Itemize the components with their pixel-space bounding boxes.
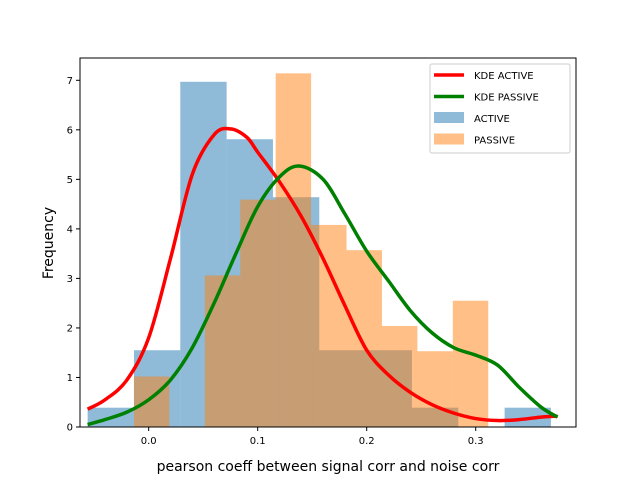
y-tick-label: 1 — [67, 373, 73, 384]
y-tick-label: 0 — [67, 423, 73, 434]
passive-bar — [204, 275, 241, 427]
passive-bar — [381, 325, 418, 427]
kde-active-line — [86, 126, 558, 423]
legend-swatch-active — [434, 112, 464, 123]
x-tick-label: 0.3 — [468, 436, 484, 447]
kde-lines — [86, 126, 559, 427]
legend-label-passive: PASSIVE — [474, 136, 515, 147]
passive-bar — [346, 250, 382, 427]
passive-bar — [417, 351, 453, 427]
passive-bar — [240, 199, 276, 427]
passive-bar — [133, 376, 170, 427]
y-tick-label: 7 — [67, 76, 73, 87]
y-tick-label: 5 — [67, 175, 73, 186]
y-tick-label: 3 — [67, 274, 73, 285]
legend-label-kde-passive: KDE PASSIVE — [474, 93, 539, 104]
passive-bar — [275, 73, 312, 427]
y-axis-label: Frequency — [41, 207, 57, 279]
kde-passive-line — [87, 164, 559, 427]
x-axis-label: pearson coeff between signal corr and no… — [157, 459, 500, 475]
y-tick-label: 4 — [67, 224, 73, 235]
y-tick-label: 6 — [67, 125, 73, 136]
legend-label-kde-active: KDE ACTIVE — [474, 71, 534, 82]
y-tick-label: 2 — [67, 323, 73, 334]
legend-label-active: ACTIVE — [474, 114, 510, 125]
legend-swatch-passive — [434, 133, 464, 145]
passive-bar — [311, 224, 347, 427]
x-tick-label: 0.2 — [359, 436, 375, 447]
x-tick-label: 0.1 — [250, 436, 266, 447]
passive-bar — [452, 300, 489, 427]
legend-box — [429, 63, 571, 154]
x-tick-label: 0.0 — [141, 436, 157, 447]
histogram-bars — [87, 73, 551, 427]
x-axis: 0.0 0.1 0.2 0.3 — [141, 427, 484, 447]
y-axis: 0 1 2 3 4 5 6 7 — [67, 76, 80, 434]
plot-frame — [79, 57, 577, 428]
legend: KDE ACTIVE KDE PASSIVE ACTIVE PASSIVE — [429, 63, 571, 154]
